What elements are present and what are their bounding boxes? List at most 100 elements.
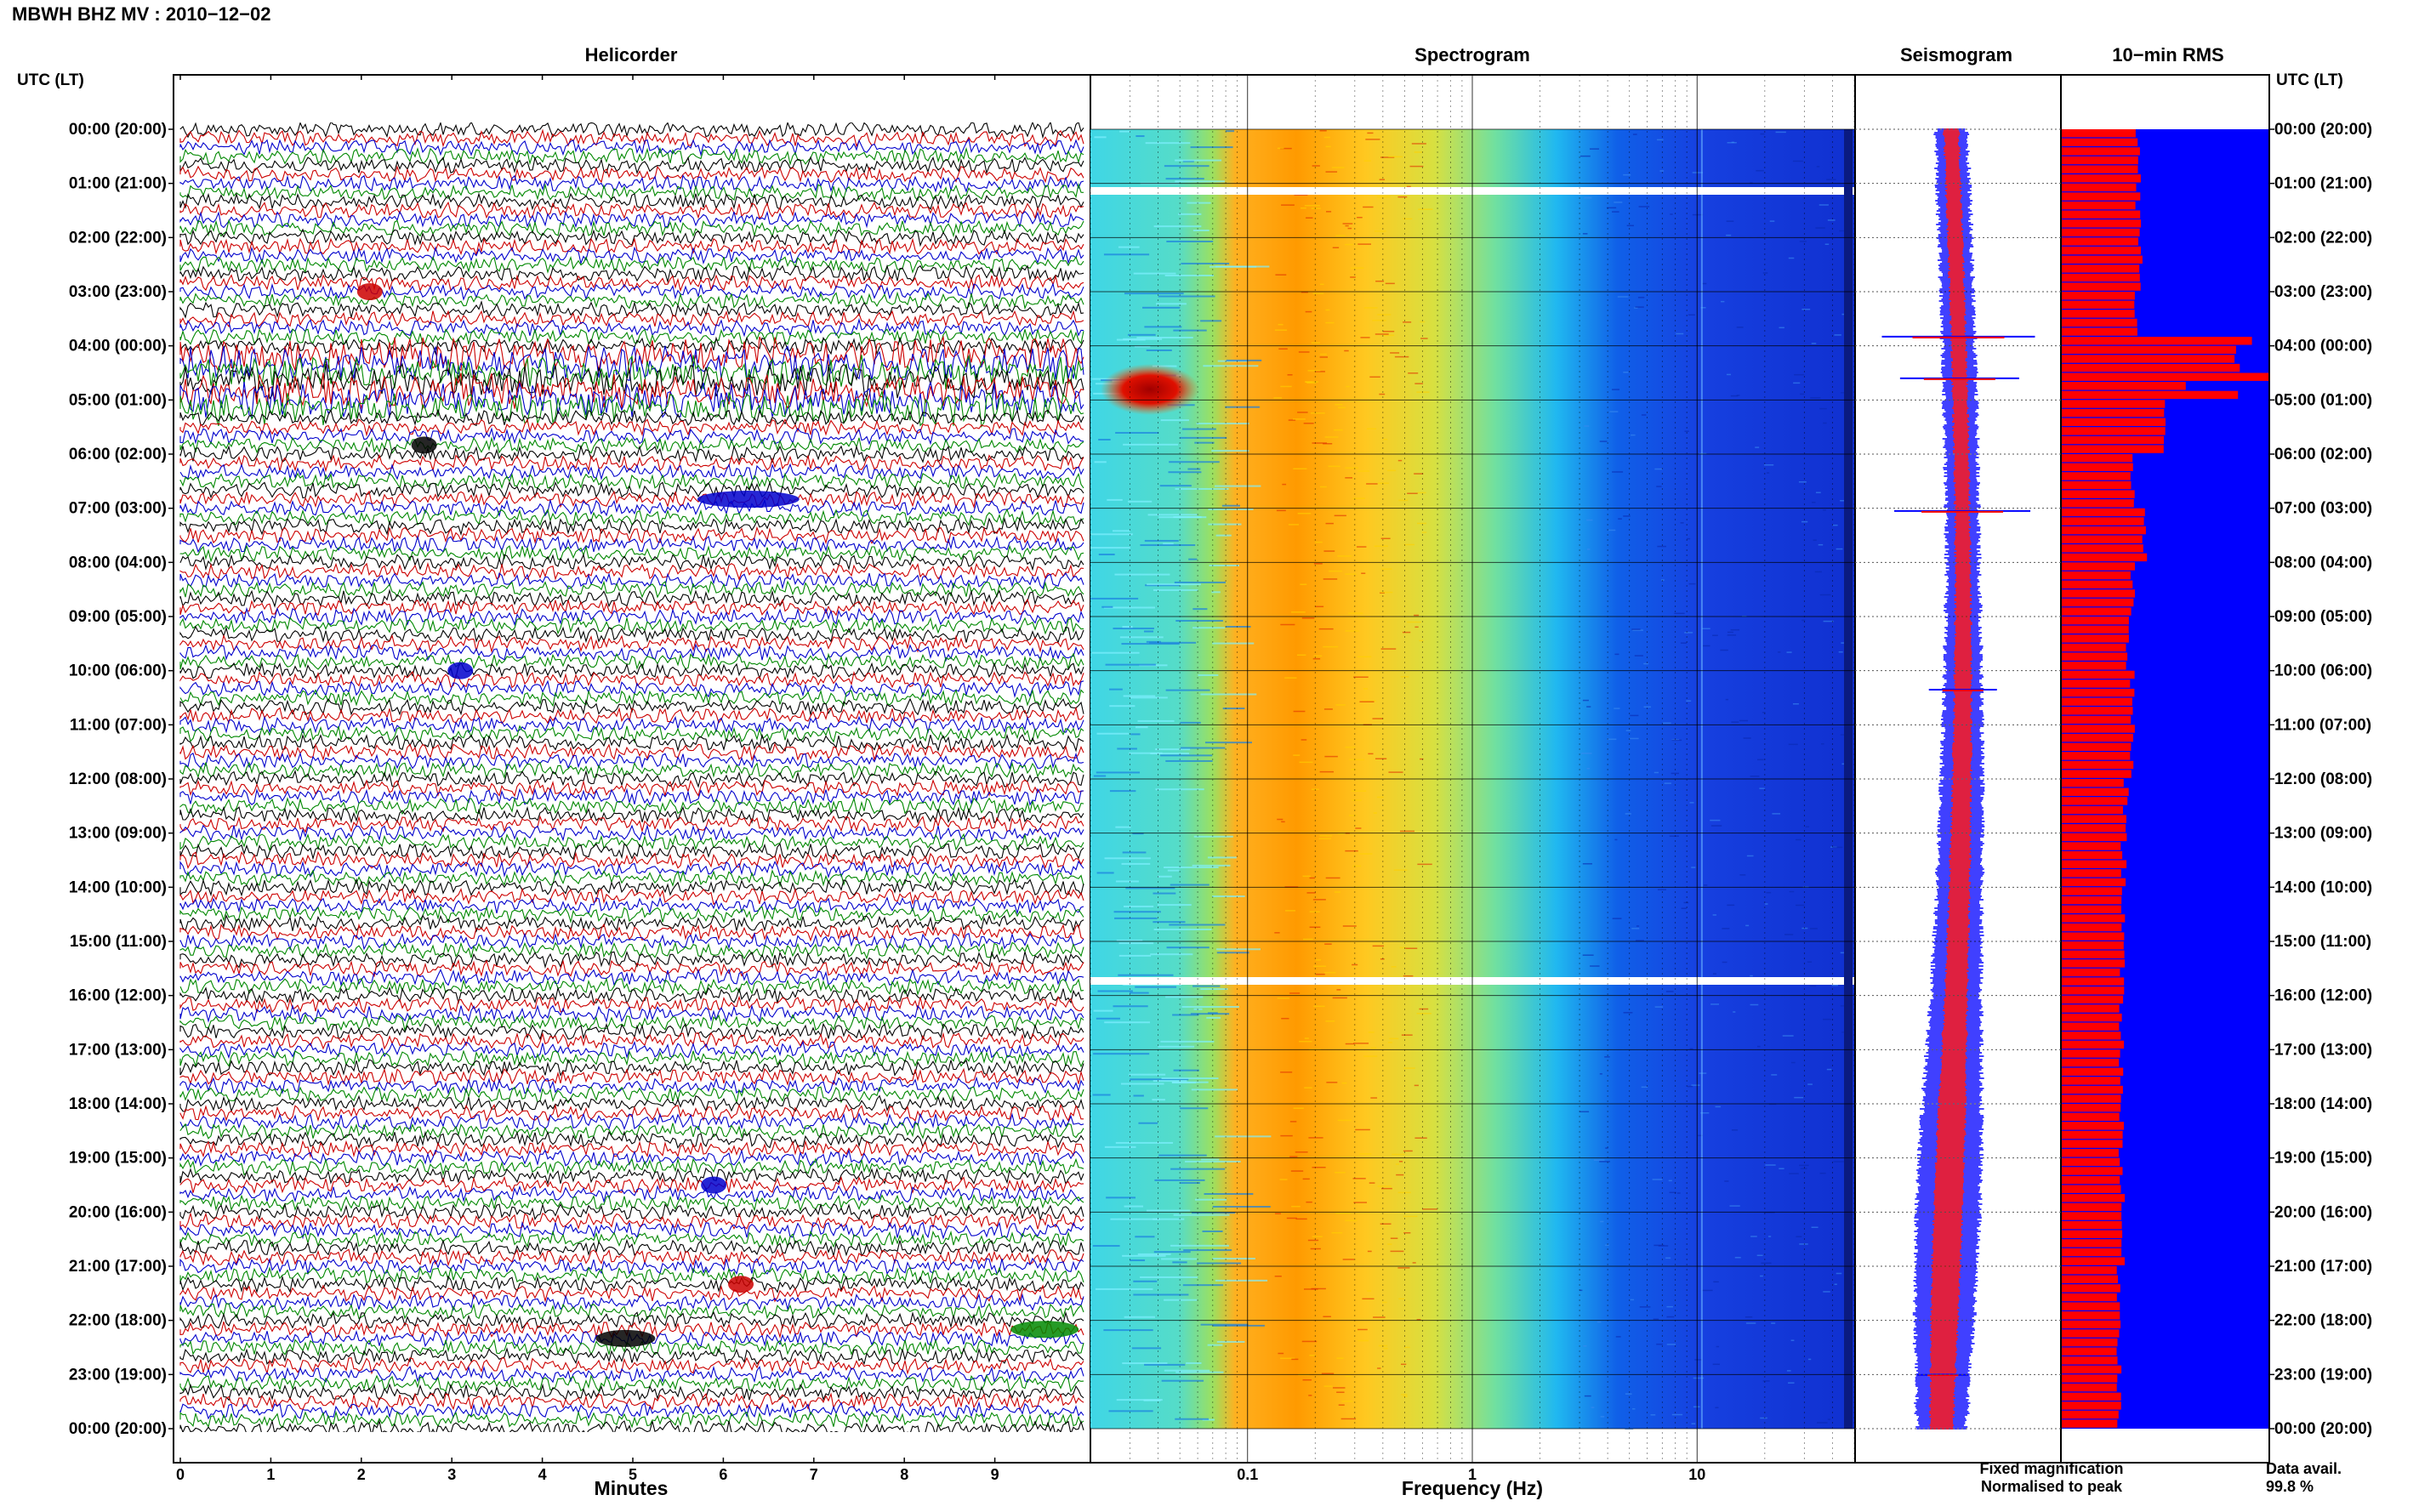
spectrogram-streak [1147,1209,1191,1212]
spectrogram-streak [1173,516,1202,519]
spectrogram-streak [1357,546,1367,548]
helicorder-trace [179,905,1084,924]
spectrogram-streak [1390,352,1400,354]
spectrogram-streak [1180,747,1226,749]
spectrogram-streak [1643,662,1649,665]
spectrogram-streak [1158,1045,1195,1048]
spectrogram-streak [1659,170,1665,172]
rms-bar [2062,1013,2122,1022]
spectrogram-streak [1350,276,1356,278]
rms-bar [2062,878,2126,887]
rms-bar [2062,887,2122,895]
spectrogram-streak [1169,924,1226,926]
spectrogram-title: Spectrogram [1414,44,1530,65]
spectrogram-streak [1720,300,1725,303]
spectrogram-streak [1166,946,1210,949]
rms-bar [2062,292,2135,300]
spectrogram-streak [1816,166,1820,168]
helicorder-xtick-label: 6 [719,1466,727,1483]
helicorder-trace [179,571,1084,590]
left-time-label: 17:00 (13:00) [69,1041,167,1059]
spectrogram-streak [1348,815,1357,816]
spectrogram-streak [1656,139,1664,141]
left-time-label: 10:00 (06:00) [69,662,167,680]
spectrogram-streak [1623,372,1629,373]
rms-bar [2062,408,2165,418]
spectrogram-streak [1180,1182,1200,1185]
spectrogram-streak [1312,1167,1326,1168]
spectrogram-streak [1304,205,1320,207]
helicorder-trace [179,122,1084,139]
spectrogram-streak [1090,597,1139,600]
spectrogram-streak [1129,752,1163,754]
right-time-label: 23:00 (19:00) [2274,1366,2372,1384]
rms-bar [2062,941,2124,950]
spectrogram-streak [1092,1094,1111,1096]
spectrogram-streak [1631,434,1636,436]
spectrogram-streak [1130,1259,1146,1262]
helicorder-trace [179,544,1084,563]
spectrogram-streak [1418,208,1433,210]
spectrogram-streak [1380,537,1391,540]
spectrogram-streak [1587,549,1591,550]
spectrogram-streak [1103,606,1155,609]
spectrogram-streak [1338,1404,1345,1406]
spectrogram-streak [1419,758,1424,760]
spectrogram-streak [1319,770,1334,773]
rms-bar [2062,688,2135,697]
spectrogram-streak [1318,628,1334,630]
rms-bar [2062,842,2121,850]
spectrogram-streak [1278,348,1288,350]
rms-bar [2062,228,2140,237]
spectrogram-streak [1140,1276,1198,1278]
spectrogram-streak [1600,1416,1605,1418]
right-time-label: 07:00 (03:00) [2274,500,2372,518]
helicorder-xtick-label: 7 [810,1466,818,1483]
rms-bar [2062,824,2126,833]
spectrogram-streak [1408,372,1419,374]
rms-bar [2062,1112,2120,1121]
spectrogram-streak [1158,295,1215,298]
helicorder-trace [179,652,1084,670]
spectrogram-streak [1363,206,1374,208]
spectrogram-streak [1175,619,1223,622]
spectrogram-streak [1376,796,1384,799]
spectrogram-streak [1623,1012,1633,1014]
rms-bar [2062,1275,2118,1283]
spectrogram-streak [1591,1407,1595,1408]
spectrogram-streak [1298,351,1310,353]
rms-bar [2062,318,2137,327]
spectrogram-streak [1309,877,1316,879]
spectrogram-streak [1381,568,1392,570]
spectrogram-streak [1796,1236,1802,1237]
spectrogram-streak [1117,747,1137,750]
spectrogram-streak [1664,782,1671,784]
spectrogram-streak [1124,293,1184,295]
rms-bar [2062,652,2128,661]
spectrogram-streak [1297,412,1308,413]
spectrogram-streak [1375,758,1387,759]
spectrogram-streak [1420,321,1426,323]
helicorder-trace [179,742,1084,762]
spectrogram-streak [1154,1179,1205,1181]
spectrogram-xlabel: Frequency (Hz) [1402,1477,1543,1499]
spectrogram-streak [1278,1352,1284,1355]
helicorder-trace [179,823,1084,843]
spectrogram-streak [1287,374,1293,376]
spectrogram-streak [1641,1086,1648,1089]
spectrogram-streak [1321,1373,1335,1374]
rms-bar [2062,1077,2120,1085]
spectrogram-streak [1799,1164,1809,1167]
spectrogram-streak [1745,1316,1753,1318]
spectrogram-streak [1623,515,1631,517]
spectrogram-streak [1401,1394,1408,1395]
spectrogram-streak [1380,648,1397,650]
spectrogram-streak [1180,1107,1209,1110]
spectrogram-streak [1355,1128,1370,1131]
helicorder-trace [179,1103,1084,1123]
spectrogram-streak [1643,706,1651,708]
spectrogram-streak [1341,1082,1347,1084]
spectrogram-streak [1586,767,1591,770]
right-time-label: 11:00 (07:00) [2274,716,2371,734]
spectrogram-streak [1657,545,1666,548]
